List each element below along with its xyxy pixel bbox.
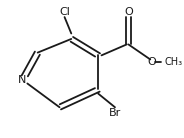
Text: CH₃: CH₃ <box>164 57 183 67</box>
Text: O: O <box>124 7 133 17</box>
Text: Br: Br <box>109 108 121 118</box>
Text: O: O <box>148 57 156 67</box>
Text: Cl: Cl <box>59 7 70 17</box>
Text: N: N <box>18 75 27 85</box>
